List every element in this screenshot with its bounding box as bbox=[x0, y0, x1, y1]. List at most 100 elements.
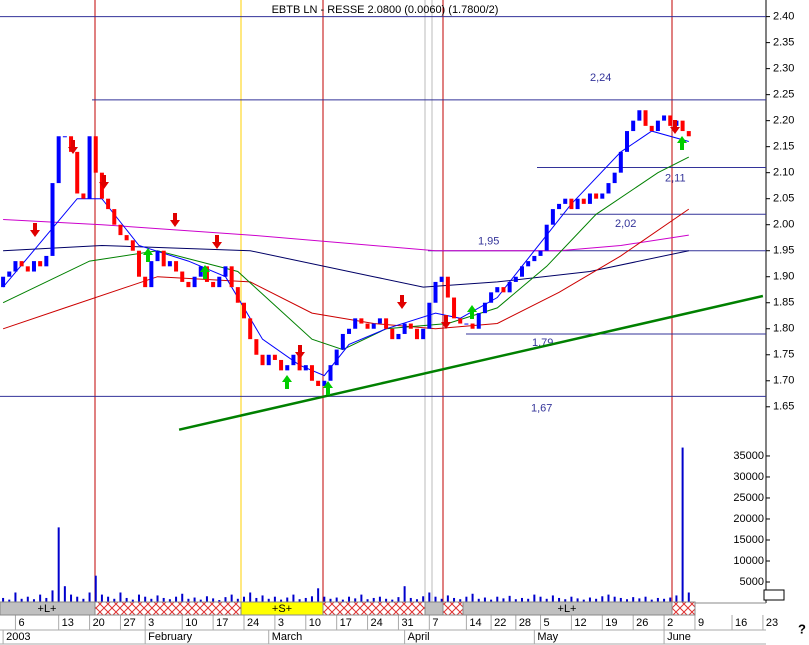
volume-bar bbox=[267, 598, 270, 603]
volume-bar bbox=[82, 598, 85, 603]
candle bbox=[662, 115, 667, 121]
candle bbox=[38, 261, 43, 267]
volume-bar bbox=[520, 597, 523, 603]
candle bbox=[489, 292, 494, 303]
volume-bar bbox=[94, 575, 97, 603]
x-tick-label: 6 bbox=[18, 617, 24, 629]
candle bbox=[421, 328, 426, 340]
volume-bar bbox=[249, 592, 252, 603]
candle bbox=[211, 281, 216, 288]
volume-bar bbox=[446, 595, 449, 603]
y-tick-label: 2.35 bbox=[773, 37, 794, 49]
x-tick-label: 27 bbox=[123, 617, 135, 629]
volume-bar bbox=[144, 596, 147, 603]
candle bbox=[19, 261, 24, 267]
candle bbox=[575, 198, 580, 210]
volume-bar bbox=[638, 598, 641, 603]
candle bbox=[495, 287, 500, 293]
level-label: 2,02 bbox=[615, 218, 636, 230]
volume-bar bbox=[687, 592, 690, 603]
candle bbox=[384, 318, 389, 329]
candle bbox=[563, 198, 568, 204]
candle bbox=[316, 380, 321, 386]
chart-title: EBTB LN - RESSE 2.0800 (0.0060) (1.7800/… bbox=[272, 4, 499, 16]
candle bbox=[519, 266, 524, 277]
candle bbox=[87, 136, 92, 199]
volume-bar bbox=[551, 595, 554, 603]
candle bbox=[334, 349, 339, 366]
volume-bar bbox=[70, 594, 73, 603]
candle bbox=[180, 271, 185, 282]
volume-bar bbox=[415, 599, 418, 603]
candle bbox=[124, 235, 129, 241]
plot-area bbox=[0, 0, 766, 603]
candle bbox=[390, 328, 395, 340]
candle bbox=[322, 380, 327, 386]
x-tick-label: 9 bbox=[698, 617, 704, 629]
candle bbox=[371, 323, 376, 329]
candle bbox=[427, 302, 432, 329]
candle bbox=[408, 323, 413, 329]
volume-bar bbox=[496, 596, 499, 603]
scroll-box[interactable] bbox=[763, 589, 785, 601]
candle bbox=[513, 276, 518, 282]
x-tick-label: 17 bbox=[216, 617, 228, 629]
volume-bar bbox=[601, 596, 604, 603]
level-label: 2,11 bbox=[665, 172, 686, 184]
x-tick-label: 10 bbox=[309, 617, 321, 629]
candle bbox=[223, 266, 228, 277]
volume-bar bbox=[539, 596, 542, 603]
y-tick-label: 30000 bbox=[733, 471, 764, 483]
volume-bar bbox=[558, 597, 561, 603]
volume-bar bbox=[533, 594, 536, 603]
volume-bar bbox=[88, 592, 91, 603]
candle bbox=[365, 323, 370, 329]
volume-bar bbox=[378, 596, 381, 603]
candle bbox=[112, 209, 117, 225]
y-tick-label: 2.40 bbox=[773, 11, 794, 23]
volume-bar bbox=[32, 599, 35, 603]
candle bbox=[93, 136, 98, 173]
x-tick-label: 5 bbox=[544, 617, 550, 629]
help-icon[interactable]: ? bbox=[798, 621, 806, 636]
volume-bar bbox=[409, 597, 412, 603]
candle bbox=[340, 333, 345, 350]
y-tick-label: 1.75 bbox=[773, 349, 794, 361]
y-tick-label: 1.95 bbox=[773, 245, 794, 257]
volume-bar bbox=[626, 599, 629, 603]
candle bbox=[470, 323, 475, 329]
volume-bar bbox=[490, 599, 493, 603]
candle bbox=[526, 261, 531, 267]
volume-bar bbox=[181, 593, 184, 603]
candle bbox=[81, 193, 86, 199]
volume-bar bbox=[675, 595, 678, 603]
candle bbox=[328, 365, 333, 381]
x-tick-label: 26 bbox=[636, 617, 648, 629]
volume-bar bbox=[63, 586, 66, 603]
candle bbox=[655, 120, 660, 132]
y-tick-label: 2.15 bbox=[773, 141, 794, 153]
volume-bar bbox=[354, 598, 357, 603]
y-tick-label: 2.05 bbox=[773, 193, 794, 205]
x-tick-label: 14 bbox=[469, 617, 481, 629]
y-tick-label: 1.65 bbox=[773, 401, 794, 413]
volume-bar bbox=[205, 596, 208, 603]
candle bbox=[396, 333, 401, 340]
candle bbox=[631, 120, 636, 132]
candle bbox=[464, 323, 469, 325]
volume-bar bbox=[576, 598, 579, 603]
candle bbox=[532, 255, 537, 262]
volume-bar bbox=[453, 597, 456, 603]
volume-bar bbox=[656, 597, 659, 603]
candle bbox=[186, 281, 191, 288]
candle bbox=[587, 193, 592, 204]
candle bbox=[50, 183, 55, 256]
x-tick-label: 13 bbox=[62, 617, 74, 629]
volume-bar bbox=[329, 598, 332, 603]
candle bbox=[106, 198, 111, 210]
volume-bar bbox=[187, 598, 190, 603]
volume-bar bbox=[39, 594, 42, 603]
volume-bar bbox=[514, 599, 517, 603]
y-tick-label: 20000 bbox=[733, 513, 764, 525]
volume-bar bbox=[51, 590, 54, 603]
